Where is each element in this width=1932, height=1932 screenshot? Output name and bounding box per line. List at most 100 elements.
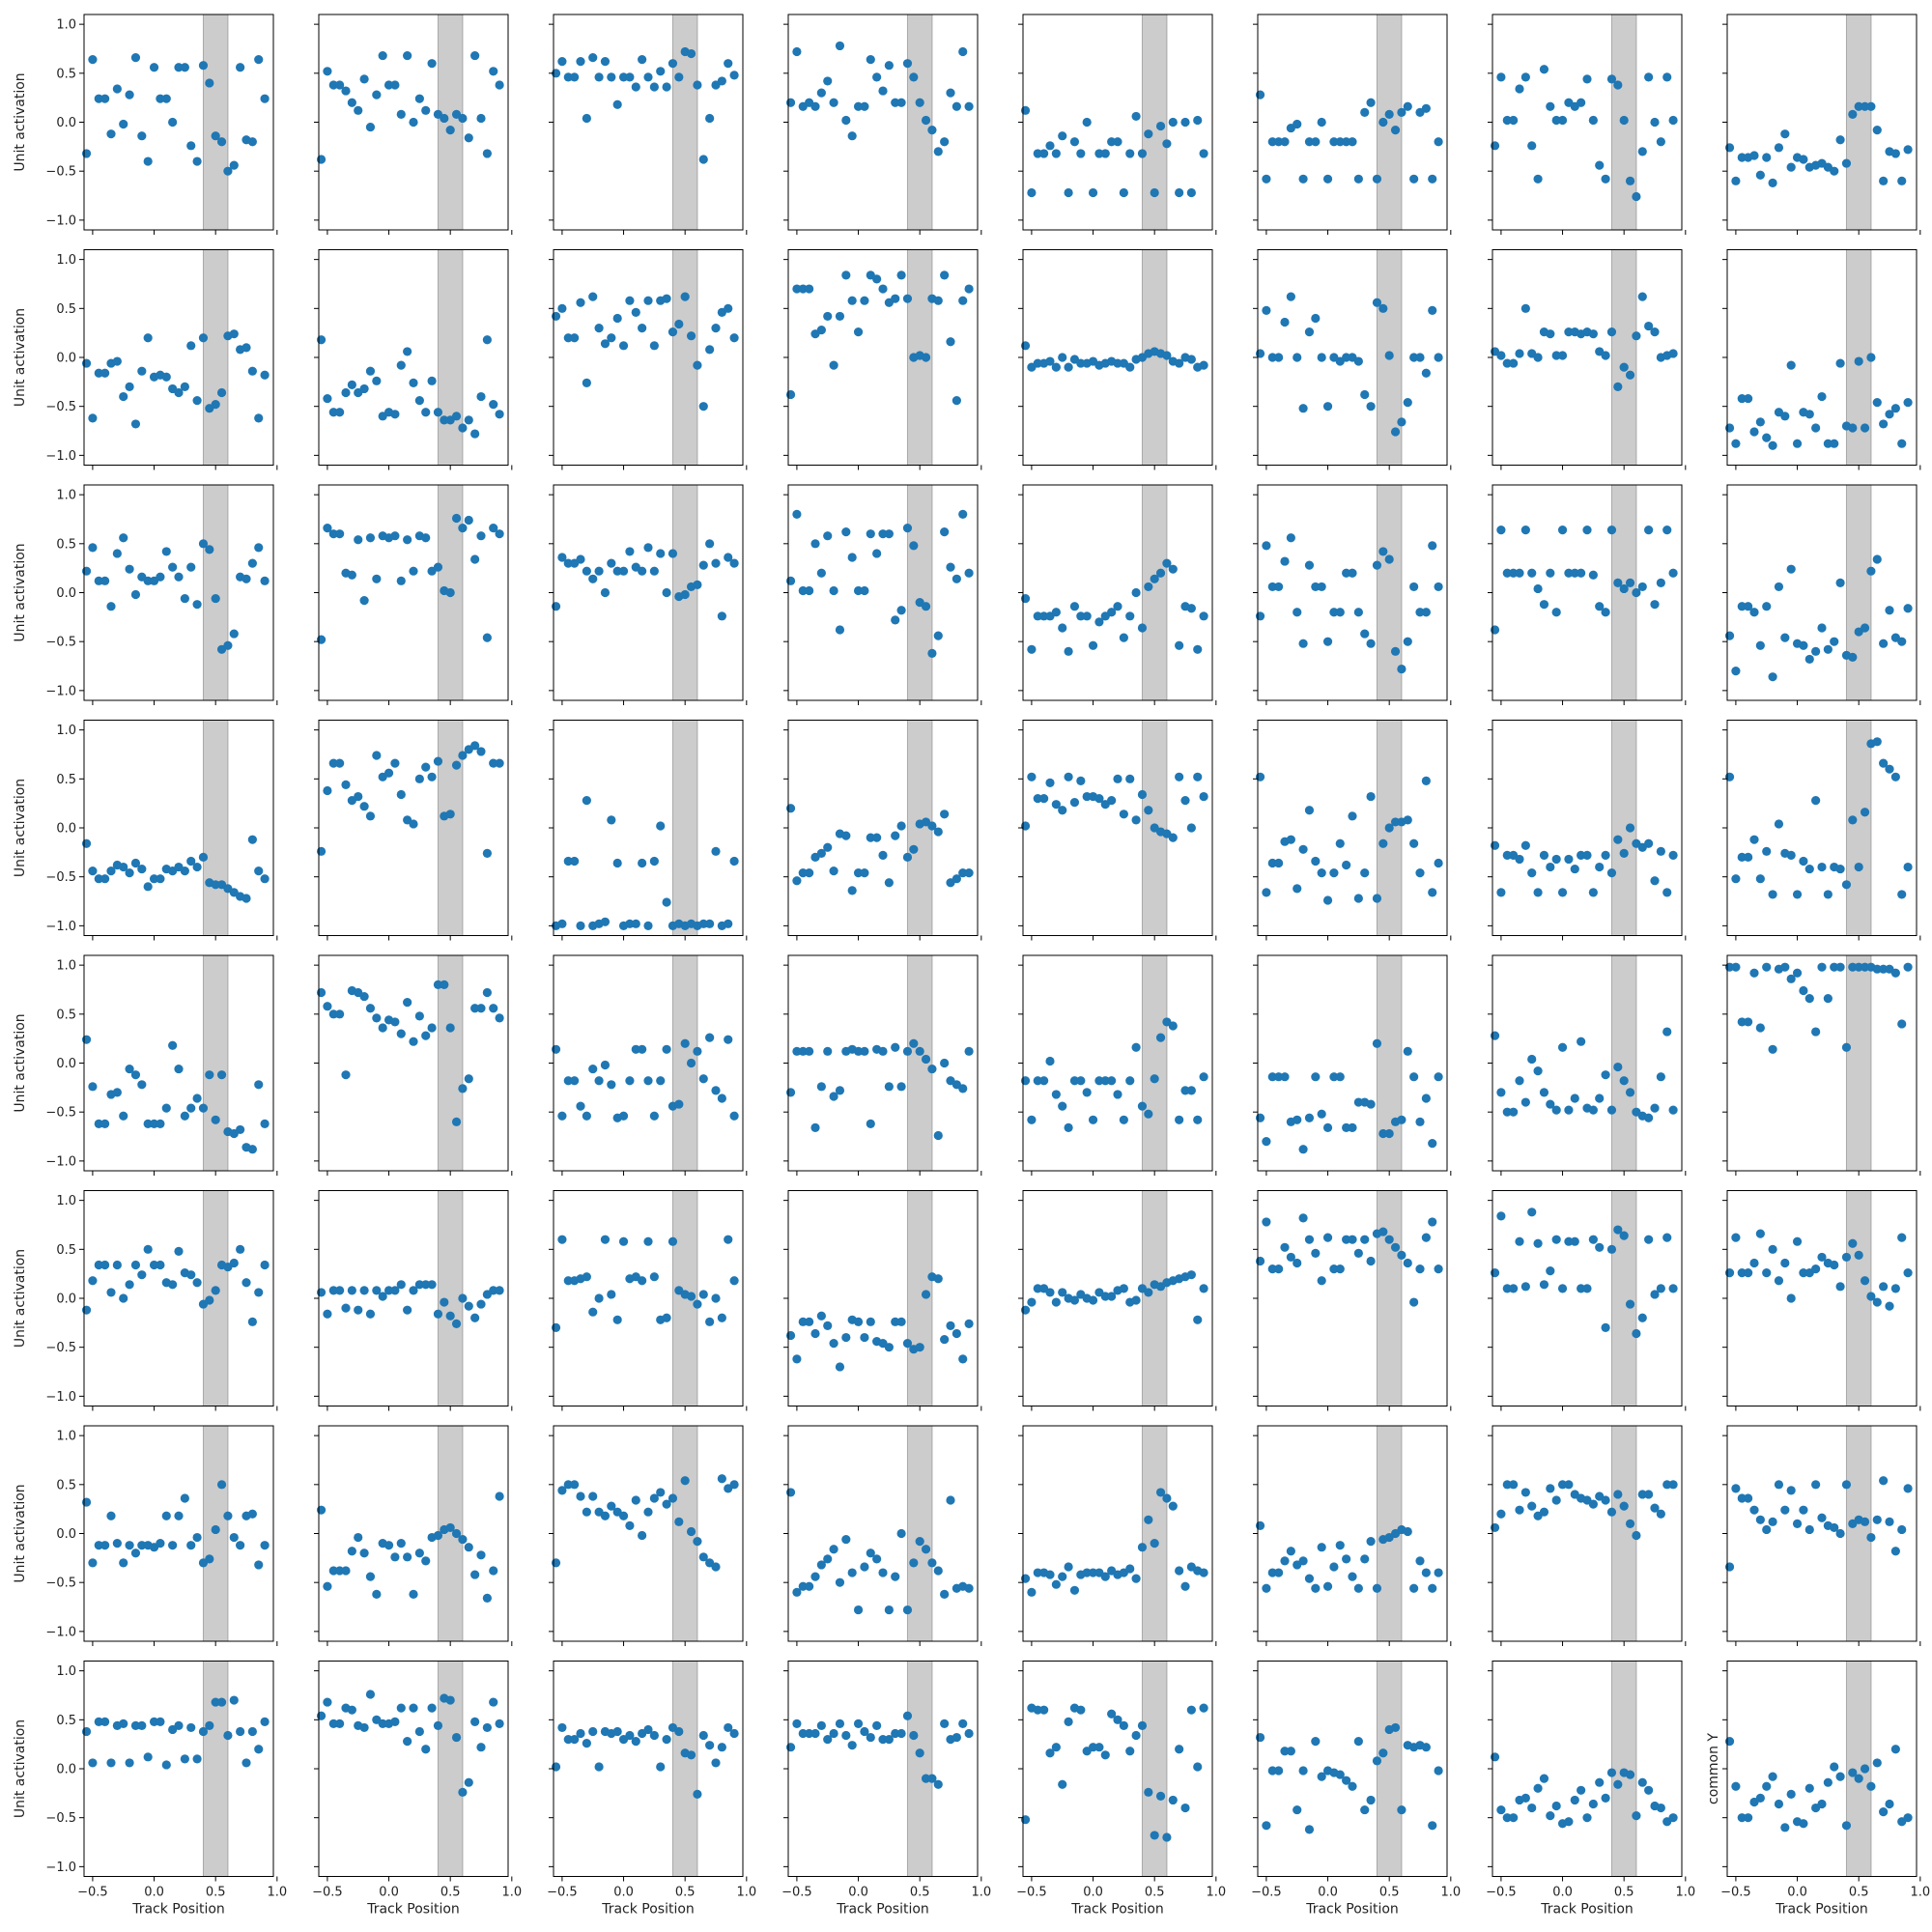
data-point: [143, 576, 153, 585]
data-point: [119, 391, 128, 402]
data-point: [668, 1493, 678, 1503]
data-point: [1348, 1235, 1357, 1244]
data-point: [156, 1260, 165, 1270]
data-point: [1520, 303, 1530, 313]
data-point: [341, 86, 351, 96]
data-point: [705, 1741, 715, 1750]
data-point: [1353, 1248, 1363, 1258]
data-point: [1125, 149, 1135, 158]
y-axis-label: Unit activation: [13, 1484, 28, 1582]
data-point: [1155, 1791, 1166, 1801]
data-point: [1619, 1076, 1629, 1086]
data-point: [1335, 838, 1345, 848]
y-tick-label: −1.0: [45, 684, 76, 698]
data-point: [1496, 1509, 1506, 1519]
data-point: [1262, 305, 1271, 315]
data-point: [1835, 1282, 1845, 1292]
data-point: [551, 602, 561, 611]
subplot-r7-c4: [783, 1425, 982, 1646]
data-point: [594, 566, 604, 576]
data-point: [1317, 353, 1326, 362]
data-point: [1020, 341, 1031, 351]
data-point: [1830, 962, 1839, 972]
data-point: [260, 1717, 270, 1726]
data-point: [1378, 1227, 1388, 1236]
data-point: [946, 562, 955, 572]
data-point: [1020, 105, 1031, 115]
data-point: [354, 105, 363, 115]
data-point: [143, 1752, 153, 1762]
subplot-r3-c5: [1018, 484, 1217, 705]
data-point: [823, 1321, 833, 1330]
axes-frame: [553, 14, 744, 231]
data-point: [378, 1292, 387, 1301]
data-point: [594, 1293, 604, 1303]
data-point: [1632, 331, 1641, 341]
data-point: [902, 1046, 913, 1056]
data-point: [594, 72, 604, 82]
x-axis-label: Track Position: [366, 1902, 460, 1918]
data-point: [693, 1537, 702, 1547]
data-point: [1570, 1795, 1579, 1805]
data-point: [1650, 117, 1660, 128]
data-point: [909, 72, 919, 82]
data-point: [1372, 560, 1382, 570]
data-point: [1744, 1268, 1753, 1278]
data-point: [1601, 608, 1610, 617]
data-point: [1342, 353, 1351, 362]
data-point: [1515, 1236, 1524, 1246]
data-point: [1588, 329, 1598, 339]
data-point: [896, 1317, 906, 1326]
data-point: [1619, 1501, 1629, 1511]
x-tick-label: 1.0: [1440, 1886, 1461, 1900]
data-point: [1064, 1122, 1073, 1132]
data-point: [476, 1550, 486, 1560]
data-point: [1668, 349, 1678, 358]
data-point: [1199, 1284, 1208, 1293]
data-point: [186, 562, 196, 572]
data-point: [693, 1299, 702, 1309]
data-point: [792, 876, 802, 886]
subplot-r2-c2: [314, 249, 513, 470]
x-tick-label: −0.5: [312, 1886, 343, 1900]
data-point: [180, 63, 189, 72]
data-point: [594, 1762, 604, 1772]
data-point: [1577, 98, 1586, 107]
data-point: [693, 1789, 702, 1799]
data-point: [1094, 1076, 1104, 1086]
data-point: [1577, 1785, 1586, 1795]
data-point: [1656, 1284, 1665, 1293]
data-point: [896, 1728, 906, 1739]
data-point: [1360, 629, 1370, 639]
data-point: [964, 868, 974, 878]
data-point: [1804, 1783, 1814, 1793]
data-point: [1879, 176, 1889, 185]
data-point: [1644, 1113, 1654, 1122]
data-point: [860, 585, 869, 596]
y-tick-label: −0.5: [45, 165, 76, 180]
data-point: [100, 1717, 110, 1726]
data-point: [1058, 623, 1067, 633]
data-point: [1293, 608, 1302, 617]
data-point: [1199, 1072, 1208, 1082]
data-point: [805, 1728, 814, 1739]
data-point: [933, 631, 943, 640]
data-point: [143, 333, 153, 343]
data-point: [347, 1705, 356, 1715]
data-point: [1731, 439, 1741, 448]
shaded-region: [1610, 1190, 1637, 1406]
data-point: [156, 1717, 165, 1726]
data-point: [1020, 1076, 1031, 1086]
data-point: [211, 880, 220, 890]
data-point: [570, 1734, 580, 1745]
data-point: [902, 1711, 913, 1720]
data-point: [1020, 1305, 1031, 1315]
data-point: [1144, 1515, 1153, 1524]
data-point: [1274, 1568, 1284, 1577]
data-point: [940, 1719, 950, 1728]
data-point: [1903, 1484, 1913, 1493]
data-point: [1546, 862, 1555, 872]
data-point: [662, 82, 671, 92]
subplot-r2-c5: [1018, 249, 1217, 470]
